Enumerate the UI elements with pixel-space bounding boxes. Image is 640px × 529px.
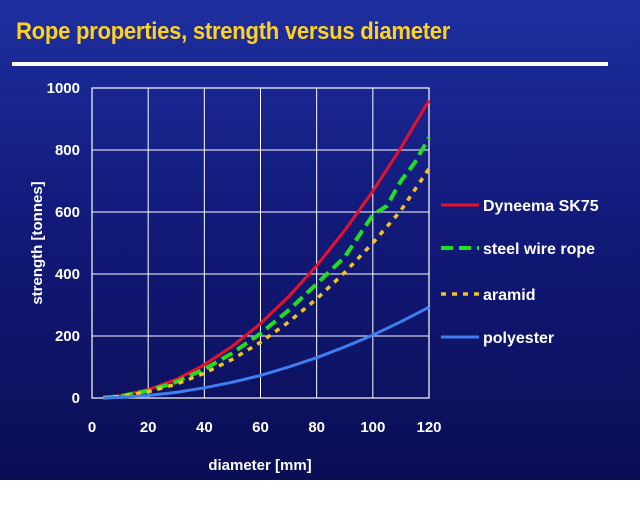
legend-label: Dyneema SK75 [483,198,599,215]
y-tick-label: 200 [55,328,80,345]
series-line-dyneema-sk75 [103,99,431,400]
y-tick-label: 800 [55,142,80,159]
slide-background: Rope properties, strength versus diamete… [0,0,640,480]
x-tick-label: 100 [360,419,385,436]
y-tick-label: 0 [72,390,80,407]
y-axis-label: strength [tonnes] [29,181,46,304]
y-tick-label: 1000 [47,80,80,97]
x-tick-label: 80 [308,419,325,436]
x-tick-label: 40 [196,419,213,436]
legend-label: aramid [483,287,535,304]
x-tick-label: 20 [140,419,157,436]
legend-label: steel wire rope [483,241,595,258]
title-underline [12,62,608,66]
x-tick-label: 120 [416,419,441,436]
series-line-steel-wire-rope [103,136,431,400]
y-tick-label: 600 [55,204,80,221]
legend-label: polyester [483,330,554,347]
strength-diameter-chart: 0 20 40 60 80 100 120 0 200 400 600 800 1000 Dyneema… [29,80,599,474]
series-line-polyester [103,305,430,400]
y-tick-label: 400 [55,266,80,283]
x-tick-label: 60 [252,419,269,436]
series-line-aramid [103,167,431,400]
slide-title: Rope properties, strength versus diamete… [16,18,451,45]
x-axis-label: diameter [mm] [208,457,311,474]
x-tick-label: 0 [88,419,96,436]
